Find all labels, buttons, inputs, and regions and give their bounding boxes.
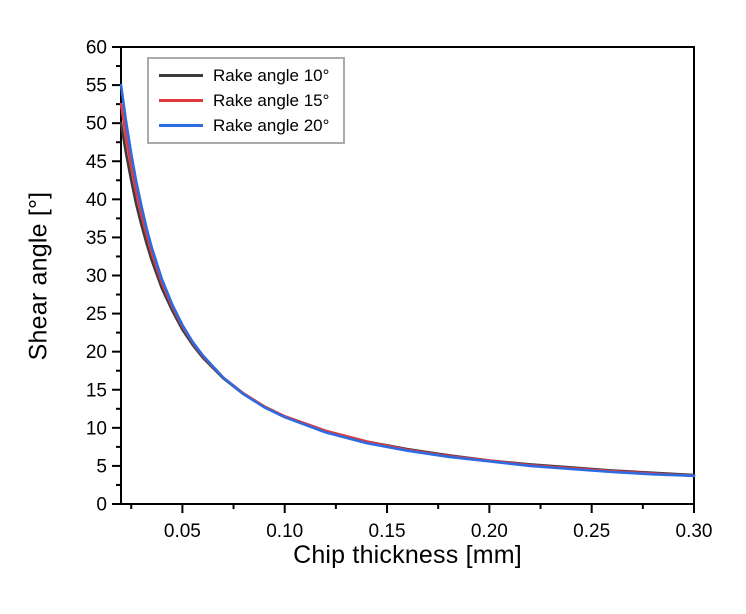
legend-line-swatch xyxy=(159,124,203,127)
legend-label: Rake angle 15° xyxy=(213,90,330,110)
x-tick-label: 0.30 xyxy=(676,521,713,542)
y-tick-label: 50 xyxy=(86,114,107,135)
legend-label: Rake angle 10° xyxy=(213,65,330,85)
legend-item: Rake angle 15° xyxy=(159,88,329,113)
x-tick-label: 0.15 xyxy=(369,521,406,542)
y-tick-label: 35 xyxy=(86,228,107,249)
series-line-1 xyxy=(119,102,696,478)
x-tick-label: 0.20 xyxy=(471,521,508,542)
y-tick-label: 25 xyxy=(86,304,107,325)
y-tick-label: 40 xyxy=(86,190,107,211)
legend-item: Rake angle 20° xyxy=(159,113,329,138)
y-tick-label: 15 xyxy=(86,380,107,401)
axis-ticks xyxy=(112,46,695,513)
series-line-2 xyxy=(119,83,696,478)
legend-label: Rake angle 20° xyxy=(213,115,330,135)
y-tick-label: 30 xyxy=(86,266,107,287)
x-tick-label: 0.10 xyxy=(266,521,303,542)
x-tick-label: 0.25 xyxy=(573,521,610,542)
y-tick-label: 20 xyxy=(86,342,107,363)
y-tick-label: 0 xyxy=(96,495,107,516)
y-tick-label: 10 xyxy=(86,418,107,439)
y-tick-label: 45 xyxy=(86,152,107,173)
tick-labels: 0.05 0.10 0.15 0.20 0.25 0.30 0 5 10 15 20 25 30 35 40… xyxy=(86,38,713,543)
y-tick-label: 55 xyxy=(86,76,107,97)
legend: Rake angle 10° Rake angle 15° Rake angle… xyxy=(147,57,346,144)
legend-line-swatch xyxy=(159,74,203,77)
x-axis-label: Chip thickness [mm] xyxy=(293,541,522,569)
y-axis-label: Shear angle [°] xyxy=(24,191,53,361)
x-tick-label: 0.05 xyxy=(164,521,201,542)
y-tick-label: 5 xyxy=(96,456,107,477)
legend-line-swatch xyxy=(159,99,203,102)
legend-item: Rake angle 10° xyxy=(159,63,329,88)
series-line-0 xyxy=(119,121,696,477)
y-tick-label: 60 xyxy=(86,38,107,59)
